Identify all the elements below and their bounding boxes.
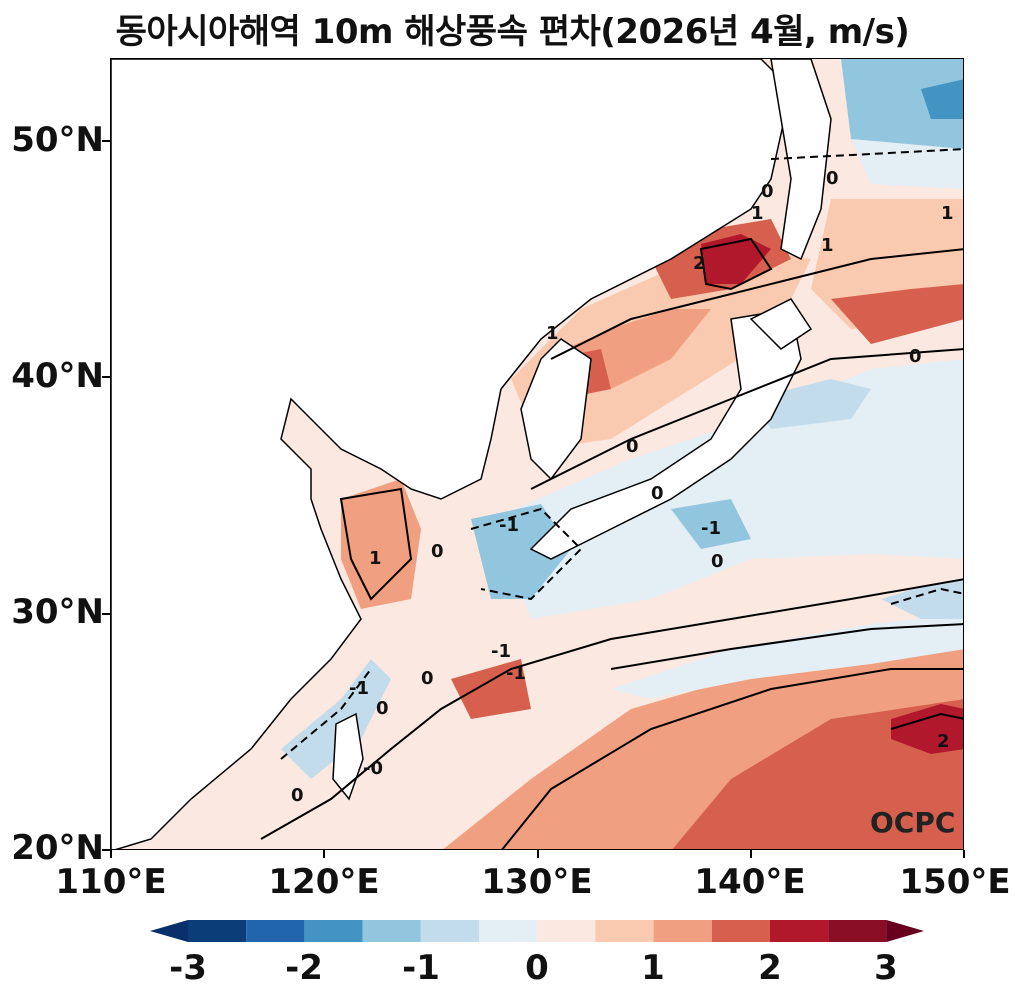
colorbar-segment (537, 920, 596, 942)
colorbar-label: 3 (874, 948, 898, 988)
colorbar-segment (479, 920, 538, 942)
contour-label: 0 (826, 168, 839, 189)
colorbar-segment (304, 920, 363, 942)
contour-label: 1 (941, 203, 954, 224)
map-title: 동아시아해역 10m 해상풍속 편차(2026년 4월, m/s) (115, 12, 910, 52)
colorbar-segment (246, 920, 305, 942)
contour-label: -0 (363, 758, 383, 779)
lat-tick-label-40: 40°N (11, 356, 104, 396)
lon-tick-label-130: 130°E (481, 862, 593, 902)
lat-tick-mark (102, 849, 110, 851)
land-mainland-asia (111, 59, 792, 849)
contour-line-0 (260, 578, 963, 840)
contour-label: -1 (349, 678, 369, 699)
contour-label: 0 (626, 436, 639, 457)
lon-tick-mark (537, 850, 539, 858)
contour-label: -1 (499, 515, 519, 536)
contour-label: 0 (909, 346, 922, 367)
colorbar-label: -1 (402, 948, 440, 988)
contour-label: 1 (751, 203, 764, 224)
colorbar-segment (420, 920, 479, 942)
lon-tick-mark (323, 850, 325, 858)
contour-label: -1 (491, 641, 511, 662)
anomaly-fill-positive-13 (451, 659, 531, 719)
lat-tick-label-50: 50°N (11, 120, 104, 160)
colorbar-label: -3 (169, 948, 207, 988)
anomaly-fill-negative-10 (671, 499, 751, 549)
land-sakhalin (770, 59, 832, 261)
ocpc-logo: OCPC (870, 806, 956, 839)
anomaly-fill-positive-12 (831, 284, 963, 344)
contour-label: 1 (369, 548, 382, 569)
colorbar (150, 920, 924, 942)
contour-line-2 (610, 623, 963, 670)
map-panel[interactable]: 0 0 1 1 2 1 1 0 0 -1 -1 1 0 0 -1 0 -1 0 … (110, 58, 964, 850)
contour-label: -1 (506, 663, 526, 684)
lat-tick-mark (102, 613, 110, 615)
colorbar-segment (595, 920, 654, 942)
contour-label: 0 (376, 698, 389, 719)
contour-line-4 (339, 487, 413, 601)
anomaly-fill-negative-4 (471, 504, 571, 599)
lon-tick-label-140: 140°E (694, 862, 806, 902)
anomaly-fill-positive-3 (672, 699, 963, 849)
land-korea (520, 338, 592, 481)
contour-label: 1 (546, 323, 559, 344)
contour-line-7 (530, 348, 963, 490)
lat-tick-mark (102, 140, 110, 142)
colorbar-label: 0 (525, 948, 549, 988)
colorbar-segment (770, 920, 829, 942)
colorbar-segment (362, 920, 421, 942)
lon-tick-label-110: 110°E (55, 862, 167, 902)
anomaly-field: 0 0 1 1 2 1 1 0 0 -1 -1 1 0 0 -1 0 -1 0 … (111, 59, 963, 849)
anomaly-fill-positive-4 (891, 704, 963, 754)
contour-label: -1 (701, 518, 721, 539)
contour-label: 0 (291, 785, 304, 806)
contour-line-6 (550, 248, 963, 360)
anomaly-fill-negative-1 (611, 614, 963, 699)
lon-tick-mark (110, 850, 112, 858)
colorbar-under-arrow (150, 920, 188, 942)
colorbar-segment (828, 920, 887, 942)
contour-line-11 (890, 587, 963, 605)
contour-label: 0 (421, 668, 434, 689)
colorbar-label: -2 (285, 948, 323, 988)
lon-tick-label-150: 150°E (899, 862, 1011, 902)
contour-label: 1 (821, 235, 834, 256)
colorbar-segment (188, 920, 247, 942)
contour-label: 2 (693, 253, 706, 274)
colorbar-label: 1 (641, 948, 665, 988)
contour-label: 0 (711, 551, 724, 572)
colorbar-segment (653, 920, 712, 942)
contour-line-10 (280, 668, 372, 760)
lon-tick-mark (750, 850, 752, 858)
contour-label: 0 (651, 483, 664, 504)
colorbar-segment (711, 920, 770, 942)
anomaly-fill-negative-7 (921, 79, 963, 119)
anomaly-fill-negative-9 (281, 659, 391, 779)
anomaly-fill-positive-5 (341, 479, 421, 609)
contour-line-1 (501, 668, 963, 849)
anomaly-fill-negative-8 (851, 139, 963, 189)
contour-label: 0 (431, 541, 444, 562)
contour-line-8 (770, 148, 963, 160)
contour-label: 0 (761, 181, 774, 202)
lon-tick-label-120: 120°E (268, 862, 380, 902)
contour-line-5 (699, 237, 773, 291)
lat-tick-label-20: 20°N (11, 828, 104, 868)
colorbar-label: 2 (758, 948, 782, 988)
anomaly-fill-negative-3 (491, 359, 963, 619)
colorbar-over-arrow (886, 920, 924, 942)
lon-tick-mark (963, 850, 965, 858)
lat-tick-label-30: 30°N (11, 592, 104, 632)
contour-line-3 (890, 712, 963, 730)
land-hokkaido (749, 298, 813, 350)
lat-tick-mark (102, 376, 110, 378)
contour-label: 2 (937, 731, 950, 752)
